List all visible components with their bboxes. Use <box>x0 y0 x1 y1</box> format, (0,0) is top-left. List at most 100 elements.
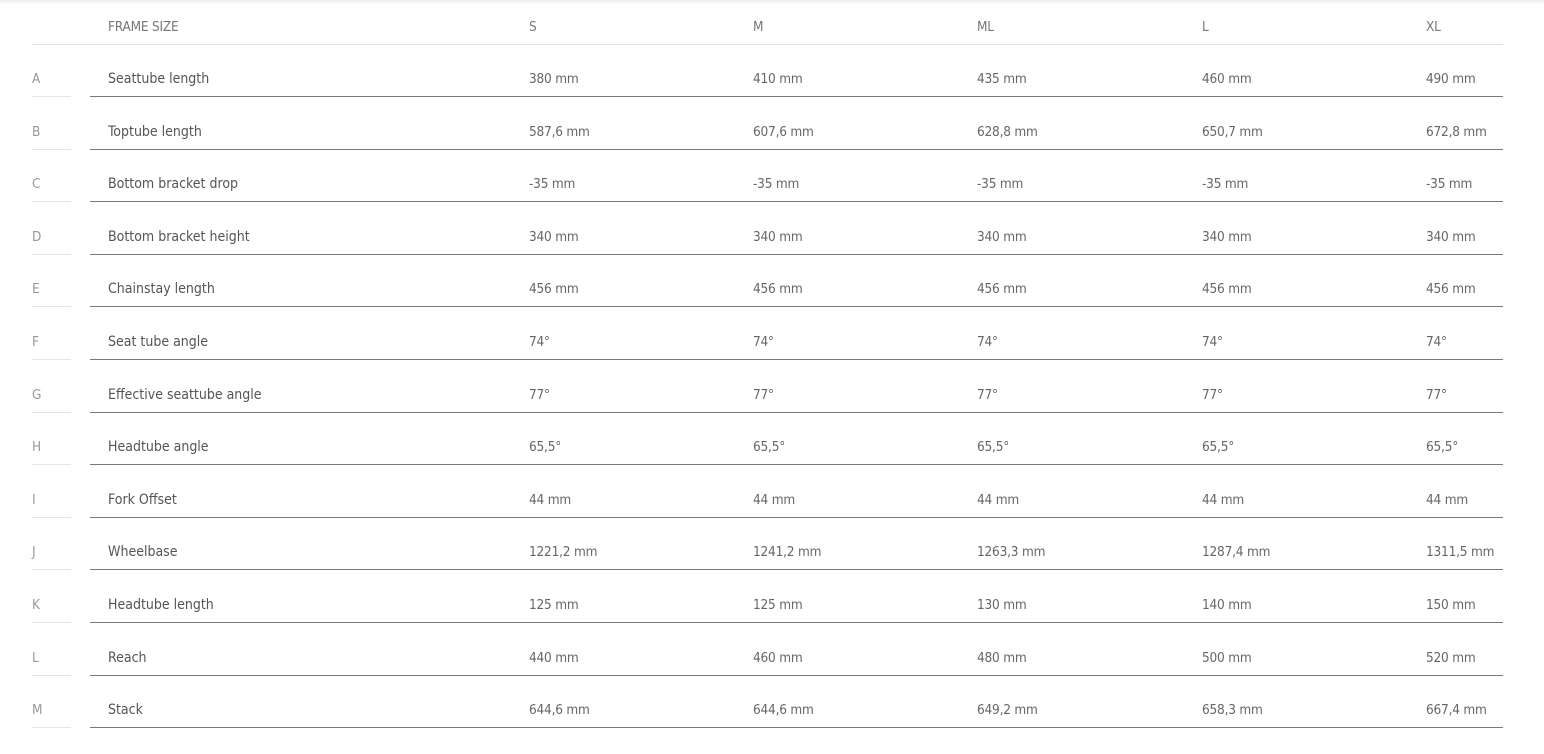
table-row: H Headtube angle 65,5° 65,5° 65,5° 65,5° 65,… <box>0 413 1544 466</box>
row-divider <box>90 674 1503 676</box>
letter-divider <box>32 674 71 676</box>
cell-value: 130 mm <box>977 597 1027 613</box>
cell-value: 74° <box>529 334 550 350</box>
letter-divider <box>32 306 71 308</box>
row-letter: E <box>32 281 40 298</box>
size-header-s: S <box>529 19 537 35</box>
cell-value: 340 mm <box>977 228 1027 245</box>
row-letter: A <box>32 71 41 87</box>
cell-value: -35 mm <box>1202 176 1249 193</box>
cell-value: 65,5° <box>529 439 562 456</box>
row-letter: F <box>32 334 39 350</box>
cell-value: -35 mm <box>753 176 800 193</box>
row-letter: B <box>32 123 41 140</box>
table-row: A Seattube length 380 mm 410 mm 435 mm 460 … <box>0 45 1544 98</box>
cell-value: 628,8 mm <box>977 123 1038 140</box>
size-header-ml: ML <box>977 19 994 35</box>
row-label: Stack <box>108 702 143 719</box>
cell-value: 456 mm <box>753 281 803 298</box>
cell-value: 77° <box>529 386 550 403</box>
cell-value: 77° <box>753 386 774 403</box>
cell-value: 65,5° <box>1202 439 1235 456</box>
row-label: Headtube length <box>108 597 214 613</box>
cell-value: 456 mm <box>1202 281 1252 298</box>
cell-value: 460 mm <box>1202 71 1252 87</box>
cell-value: 460 mm <box>753 649 803 666</box>
cell-value: 658,3 mm <box>1202 702 1263 719</box>
cell-value: 65,5° <box>1426 439 1459 456</box>
row-divider <box>90 464 1503 466</box>
row-divider <box>90 148 1503 150</box>
table-row: G Effective seattube angle 77° 77° 77° 77° 7… <box>0 361 1544 414</box>
table-row: F Seat tube angle 74° 74° 74° 74° 74° <box>0 308 1544 361</box>
cell-value: 644,6 mm <box>753 702 814 719</box>
row-letter: J <box>32 544 36 561</box>
cell-value: 65,5° <box>977 439 1010 456</box>
cell-value: 77° <box>1202 386 1223 403</box>
row-letter: G <box>32 386 42 403</box>
letter-divider <box>32 96 71 97</box>
table-row: C Bottom bracket drop -35 mm -35 mm -35 mm… <box>0 150 1544 203</box>
top-shadow <box>0 0 1544 4</box>
cell-value: 74° <box>977 334 998 350</box>
row-divider <box>90 516 1503 518</box>
cell-value: 649,2 mm <box>977 702 1038 719</box>
cell-value: 340 mm <box>1202 228 1252 245</box>
cell-value: 1263,3 mm <box>977 544 1046 561</box>
cell-value: 44 mm <box>753 491 795 508</box>
table-row: B Toptube length 587,6 mm 607,6 mm 628,8 m… <box>0 98 1544 151</box>
cell-value: 1287,4 mm <box>1202 544 1271 561</box>
cell-value: 672,8 mm <box>1426 123 1487 140</box>
row-label: Headtube angle <box>108 439 209 456</box>
row-letter: D <box>32 228 42 245</box>
cell-value: 65,5° <box>753 439 786 456</box>
cell-value: 480 mm <box>977 649 1027 666</box>
cell-value: 667,4 mm <box>1426 702 1487 719</box>
cell-value: 410 mm <box>753 71 803 87</box>
cell-value: 150 mm <box>1426 597 1476 613</box>
row-label: Chainstay length <box>108 281 215 298</box>
cell-value: 44 mm <box>1202 491 1244 508</box>
cell-value: 44 mm <box>1426 491 1468 508</box>
row-letter: C <box>32 176 41 193</box>
row-letter: I <box>32 491 36 508</box>
cell-value: 140 mm <box>1202 597 1252 613</box>
cell-value: 77° <box>1426 386 1447 403</box>
cell-value: 456 mm <box>977 281 1027 298</box>
cell-value: 340 mm <box>529 228 579 245</box>
cell-value: 520 mm <box>1426 649 1476 666</box>
row-letter: M <box>32 702 43 719</box>
cell-value: 456 mm <box>529 281 579 298</box>
table-row: E Chainstay length 456 mm 456 mm 456 mm 456… <box>0 255 1544 308</box>
row-divider <box>90 253 1503 255</box>
row-label: Seat tube angle <box>108 334 209 350</box>
cell-value: -35 mm <box>1426 176 1473 193</box>
cell-value: 500 mm <box>1202 649 1252 666</box>
size-header-xl: XL <box>1426 19 1441 35</box>
row-label: Bottom bracket height <box>108 228 250 245</box>
row-divider <box>90 411 1503 413</box>
row-divider <box>90 359 1503 360</box>
table-row: D Bottom bracket height 340 mm 340 mm 340 … <box>0 203 1544 256</box>
letter-divider <box>32 569 71 571</box>
cell-value: 125 mm <box>753 597 803 613</box>
letter-divider <box>32 411 71 413</box>
letter-divider <box>32 464 71 466</box>
letter-divider <box>32 516 71 518</box>
letter-divider <box>32 359 71 360</box>
cell-value: 125 mm <box>529 597 579 613</box>
row-divider <box>90 306 1503 308</box>
row-divider <box>90 622 1503 623</box>
row-divider <box>90 727 1503 729</box>
cell-value: 1311,5 mm <box>1426 544 1495 561</box>
table-row: I Fork Offset 44 mm 44 mm 44 mm 44 mm 44 mm <box>0 466 1544 519</box>
table-row: L Reach 440 mm 460 mm 480 mm 500 mm 520 mm <box>0 624 1544 677</box>
row-divider <box>90 201 1503 203</box>
row-label: Wheelbase <box>108 544 178 561</box>
cell-value: 1221,2 mm <box>529 544 598 561</box>
cell-value: 44 mm <box>977 491 1019 508</box>
table-row: J Wheelbase 1221,2 mm 1241,2 mm 1263,3 mm 1… <box>0 518 1544 571</box>
cell-value: 1241,2 mm <box>753 544 822 561</box>
cell-value: 644,6 mm <box>529 702 590 719</box>
letter-divider <box>32 253 71 255</box>
